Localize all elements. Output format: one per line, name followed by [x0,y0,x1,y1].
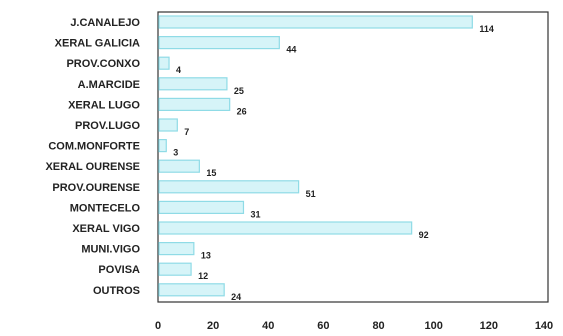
value-label: 26 [237,106,247,116]
category-label: XERAL OURENSE [45,161,140,173]
category-label: OUTROS [93,285,140,297]
bar-10 [158,200,245,214]
bar-12 [158,242,195,256]
bar-5 [158,97,231,112]
x-tick-label: 140 [535,320,553,332]
x-tick-label: 40 [262,320,274,332]
category-label: XERAL VIGO [72,223,140,235]
category-label: MONTECELO [70,202,141,214]
value-label: 7 [184,127,189,137]
category-label: XERAL GALICIA [55,38,140,50]
category-label: PROV.OURENSE [52,182,140,194]
bar-1 [158,15,473,29]
value-label: 25 [234,86,244,96]
value-label: 51 [306,189,316,199]
x-tick-label: 120 [480,320,498,332]
bar-13 [158,262,192,276]
x-axis-ticks: 0 20 40 60 80 100 120 140 [155,320,553,332]
category-label: A.MARCIDE [78,79,140,91]
value-label: 4 [176,65,181,75]
value-label: 44 [286,45,296,55]
value-label: 15 [206,168,216,178]
value-label: 92 [419,230,429,240]
bar-7 [158,139,167,153]
value-label: 31 [250,209,260,219]
x-tick-label: 60 [317,320,329,332]
bar-3 [158,56,170,70]
category-label: COM.MONFORTE [48,141,140,153]
x-tick-label: 0 [155,320,161,332]
plot-frame [157,11,549,303]
bar-14 [158,283,225,297]
bar-6 [158,118,178,132]
value-label: 12 [198,271,208,281]
bar-9 [158,180,300,194]
bars-layer [158,15,473,297]
bar-8 [158,159,200,173]
category-label: POVISA [98,264,140,276]
x-tick-label: 80 [372,320,384,332]
category-label: PROV.LUGO [75,120,140,132]
x-tick-label: 20 [207,320,219,332]
category-label: XERAL LUGO [68,99,140,111]
bar-4 [158,77,228,91]
bar-11 [158,221,413,235]
x-tick-label: 100 [425,320,443,332]
category-label: MUNI.VIGO [81,244,140,256]
value-label: 3 [173,148,178,158]
bar-2 [158,35,280,50]
value-label: 13 [201,251,211,261]
value-label: 114 [479,24,494,34]
category-labels: J.CANALEJO XERAL GALICIA PROV.CONXO A.MARCI… [45,17,140,297]
category-label: J.CANALEJO [70,17,140,29]
category-label: PROV.CONXO [66,58,140,70]
value-label: 24 [231,292,241,302]
